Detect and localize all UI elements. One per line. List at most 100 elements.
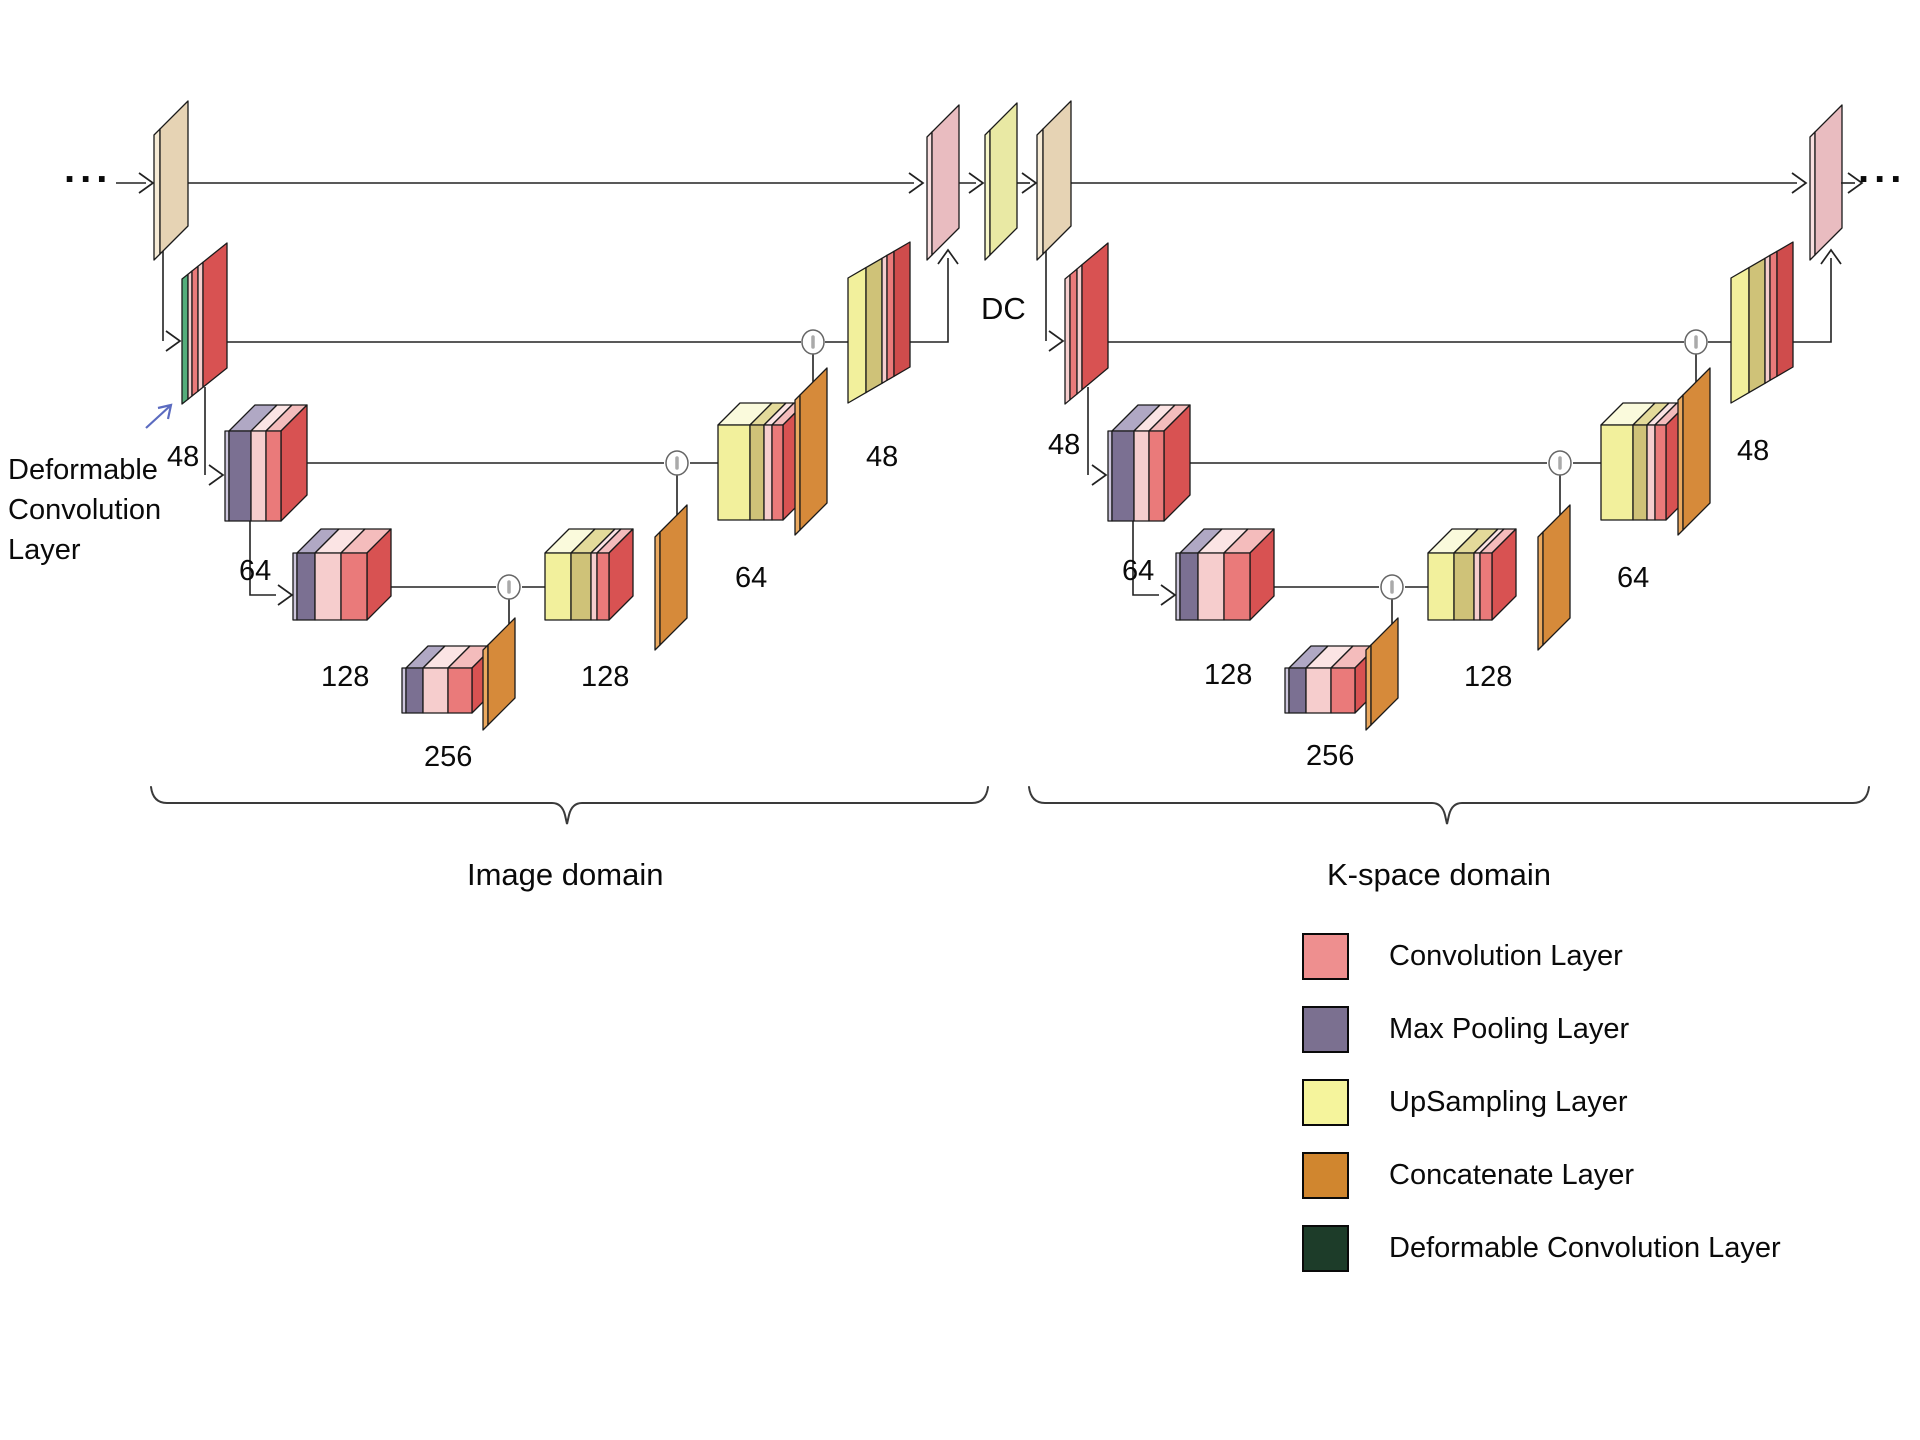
legend-item-concatenate: Concatenate Layer bbox=[1302, 1152, 1781, 1199]
channel-label-image-bottleneck-256: 256 bbox=[424, 741, 473, 773]
arrowhead-right bbox=[277, 584, 294, 606]
layer-face bbox=[881, 254, 888, 384]
layer-front-face bbox=[1133, 430, 1150, 522]
image-domain-brace bbox=[150, 786, 989, 825]
arrowhead-up bbox=[1820, 248, 1842, 265]
decoder-block-128 bbox=[1427, 528, 1517, 621]
ellipsis-right: ... bbox=[1858, 147, 1907, 191]
decoder-block-64 bbox=[717, 402, 806, 521]
encoder-block-48 bbox=[1064, 242, 1109, 405]
layer-face bbox=[1682, 367, 1711, 531]
connector-line bbox=[1132, 518, 1159, 596]
layer-face bbox=[1748, 257, 1766, 394]
layer-front-face bbox=[422, 667, 449, 714]
layer-front-face bbox=[1632, 424, 1648, 521]
channel-label-kspace-bottleneck-256: 256 bbox=[1306, 740, 1355, 772]
arrowhead-right bbox=[968, 172, 985, 194]
arrowhead-right bbox=[1048, 330, 1065, 352]
layer-front-face bbox=[590, 552, 598, 621]
concatenate-slab-64 bbox=[1677, 367, 1711, 536]
layer-front-face bbox=[1288, 667, 1307, 714]
layer-front-face bbox=[1427, 552, 1455, 621]
legend-label: Concatenate Layer bbox=[1389, 1159, 1635, 1191]
blocks bbox=[1036, 100, 1843, 731]
layer-face bbox=[654, 531, 661, 651]
connections bbox=[1045, 172, 1842, 640]
legend-label: Deformable Convolution Layer bbox=[1389, 1232, 1781, 1264]
layer-face bbox=[1081, 242, 1109, 391]
layer-front-face bbox=[1197, 552, 1225, 621]
layer-front-face bbox=[1305, 667, 1332, 714]
layer-front-face bbox=[1473, 552, 1481, 621]
legend-item-upsampling: UpSampling Layer bbox=[1302, 1079, 1781, 1126]
channel-label-kspace-enc-64: 64 bbox=[1122, 555, 1155, 587]
layer-front-face bbox=[1646, 424, 1656, 521]
arrowhead-right bbox=[165, 330, 182, 352]
layer-front-face bbox=[1330, 667, 1356, 714]
layer-face bbox=[153, 128, 161, 261]
connector-line bbox=[249, 518, 276, 596]
domain-label-kspace: K-space domain bbox=[1327, 857, 1552, 892]
channel-label-kspace-dec-128: 128 bbox=[1464, 661, 1513, 693]
concatenate-slab-256 bbox=[482, 617, 516, 731]
layer-front-face bbox=[405, 667, 424, 714]
encoder-block-64 bbox=[1107, 404, 1191, 522]
channel-label-kspace-dec-64: 64 bbox=[1617, 562, 1650, 594]
layer-face bbox=[191, 265, 199, 397]
layer-front-face bbox=[447, 667, 473, 714]
max-pooling-layer-swatch bbox=[1302, 1006, 1349, 1053]
deformable-annotation-arrow bbox=[145, 403, 173, 429]
layer-front-face bbox=[749, 424, 765, 521]
concatenate-slab-256 bbox=[1365, 617, 1399, 731]
convolution-layer-swatch bbox=[1302, 933, 1349, 980]
channel-label-image-enc-64: 64 bbox=[239, 555, 272, 587]
legend-item-max-pooling: Max Pooling Layer bbox=[1302, 1006, 1781, 1053]
layer-face bbox=[1542, 504, 1571, 646]
layer-face bbox=[1764, 254, 1771, 384]
layer-face bbox=[893, 241, 911, 377]
deformable-convolution-layer-swatch bbox=[1302, 1225, 1349, 1272]
layer-face bbox=[1769, 250, 1778, 382]
dc-slab bbox=[984, 102, 1018, 261]
concatenate-slab-64 bbox=[794, 367, 828, 536]
encoder-block-128 bbox=[1175, 528, 1275, 621]
deformable-annotation-line: Deformable bbox=[8, 454, 158, 486]
layer-front-face bbox=[228, 430, 252, 522]
layer-face bbox=[1537, 531, 1544, 651]
layer-front-face bbox=[265, 430, 282, 522]
arrowhead-right bbox=[1160, 584, 1177, 606]
encoder-block-128 bbox=[292, 528, 392, 621]
arrowhead-right bbox=[138, 172, 155, 194]
layer-face bbox=[181, 273, 189, 405]
bottleneck-block-256 bbox=[401, 645, 495, 714]
layer-face bbox=[799, 367, 828, 531]
layer-front-face bbox=[1111, 430, 1135, 522]
layer-face bbox=[926, 131, 933, 261]
arrowhead-up bbox=[937, 248, 959, 265]
layer-front-face bbox=[544, 552, 572, 621]
layer-front-face bbox=[314, 552, 342, 621]
arrowhead-right bbox=[908, 172, 925, 194]
legend-label: Convolution Layer bbox=[1389, 940, 1623, 972]
layer-face bbox=[1042, 100, 1072, 255]
layer-front-face bbox=[1479, 552, 1493, 621]
connector-line bbox=[1788, 258, 1832, 343]
layer-face bbox=[1809, 131, 1816, 261]
layer-face bbox=[1814, 104, 1843, 256]
layer-front-face bbox=[1223, 552, 1251, 621]
dc-label: DC bbox=[981, 291, 1026, 326]
channel-label-kspace-enc-128: 128 bbox=[1204, 659, 1253, 691]
layer-face bbox=[1076, 264, 1083, 395]
legend-label: UpSampling Layer bbox=[1389, 1086, 1628, 1118]
channel-label-image-dec-48: 48 bbox=[866, 441, 899, 473]
channel-label-kspace-enc-48: 48 bbox=[1048, 429, 1081, 461]
image-domain-unet bbox=[153, 100, 960, 731]
layer-face bbox=[197, 261, 204, 392]
channel-label-image-dec-128: 128 bbox=[581, 661, 630, 693]
junctions bbox=[497, 329, 825, 600]
global-connections bbox=[116, 172, 1864, 194]
channel-label-image-enc-128: 128 bbox=[321, 661, 370, 693]
layer-face bbox=[1730, 266, 1750, 404]
layer-face bbox=[847, 266, 867, 404]
ellipsis-left: ... bbox=[64, 147, 113, 191]
